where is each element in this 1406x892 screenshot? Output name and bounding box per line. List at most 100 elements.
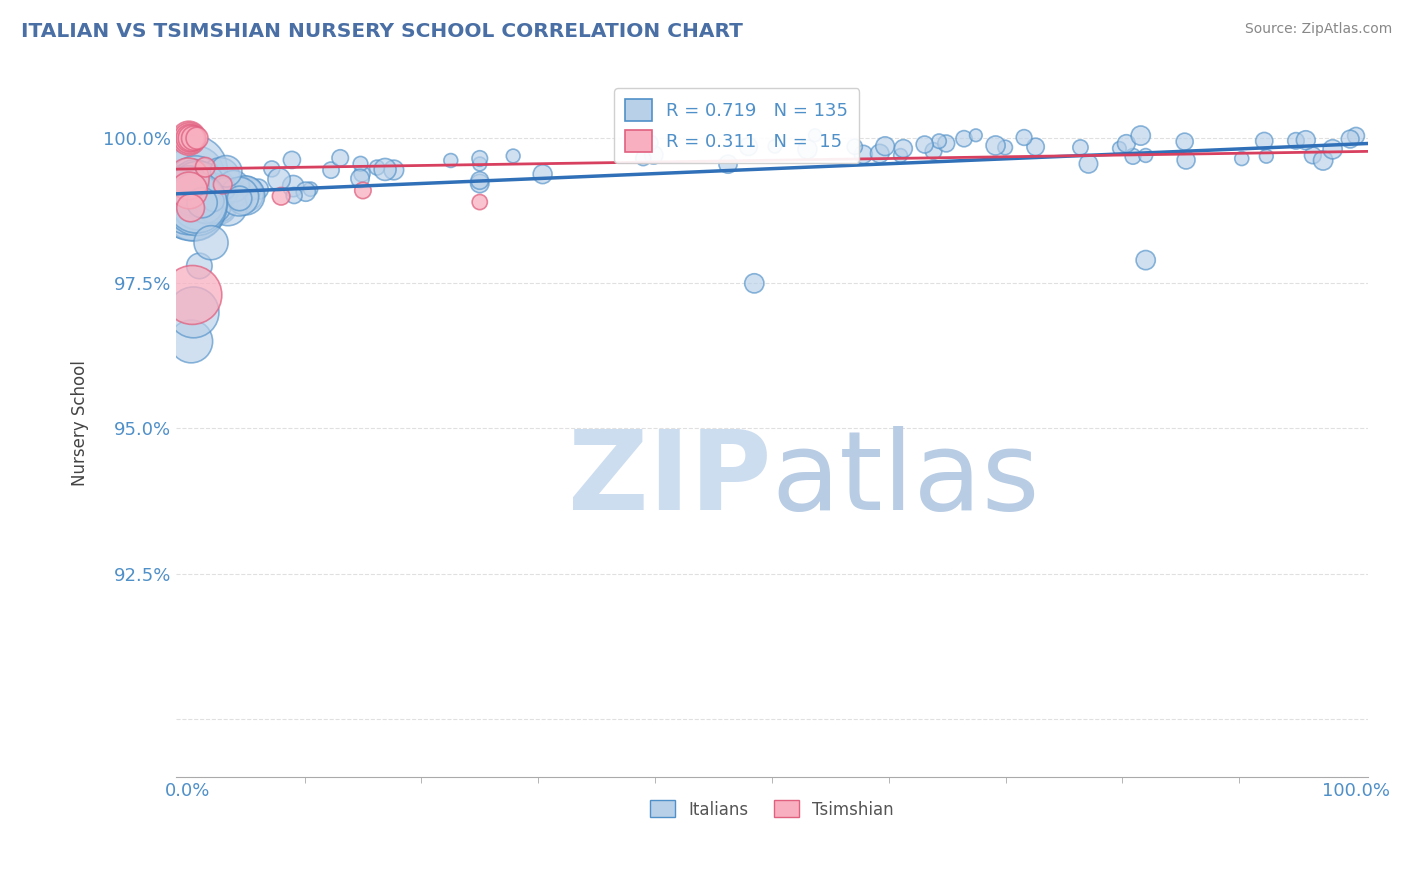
Point bbox=[640, 136, 662, 150]
Point bbox=[717, 157, 740, 171]
Point bbox=[267, 172, 290, 186]
Point bbox=[1069, 140, 1091, 154]
Point bbox=[1077, 157, 1099, 171]
Point bbox=[183, 186, 205, 200]
Point bbox=[186, 198, 208, 212]
Point bbox=[231, 194, 253, 208]
Point bbox=[852, 147, 875, 161]
Point bbox=[914, 137, 936, 152]
Point bbox=[202, 194, 225, 208]
Point bbox=[190, 186, 212, 201]
Point bbox=[180, 334, 202, 349]
Point bbox=[281, 153, 304, 167]
Point bbox=[214, 181, 236, 195]
Point bbox=[228, 191, 250, 205]
Point bbox=[366, 161, 388, 175]
Text: ZIP: ZIP bbox=[568, 425, 772, 533]
Point bbox=[209, 169, 232, 184]
Point bbox=[183, 305, 205, 319]
Point bbox=[208, 200, 231, 214]
Point bbox=[215, 187, 238, 202]
Point bbox=[208, 199, 231, 213]
Point bbox=[869, 146, 891, 161]
Point bbox=[283, 188, 305, 202]
Point bbox=[1285, 134, 1308, 148]
Point bbox=[350, 167, 373, 181]
Point bbox=[179, 183, 201, 197]
Point bbox=[184, 184, 207, 198]
Point bbox=[190, 185, 212, 199]
Point bbox=[1108, 141, 1130, 155]
Point bbox=[197, 206, 219, 220]
Point bbox=[890, 148, 912, 162]
Point bbox=[228, 189, 250, 203]
Point bbox=[217, 200, 239, 214]
Point bbox=[186, 131, 208, 145]
Point bbox=[349, 157, 371, 171]
Point bbox=[1253, 134, 1275, 148]
Point bbox=[329, 151, 352, 165]
Point bbox=[737, 139, 759, 153]
Point bbox=[928, 134, 950, 148]
Point bbox=[502, 149, 524, 163]
Point bbox=[1129, 128, 1152, 143]
Point bbox=[643, 148, 665, 162]
Point bbox=[187, 182, 209, 196]
Point bbox=[893, 142, 915, 156]
Point bbox=[188, 187, 211, 202]
Point bbox=[1295, 133, 1317, 147]
Point bbox=[177, 179, 200, 194]
Point bbox=[193, 194, 215, 209]
Text: atlas: atlas bbox=[772, 425, 1040, 533]
Point bbox=[188, 259, 211, 273]
Point bbox=[204, 183, 226, 197]
Point bbox=[184, 176, 207, 190]
Point bbox=[198, 186, 221, 201]
Point bbox=[953, 131, 976, 145]
Point bbox=[180, 194, 202, 208]
Point bbox=[531, 167, 554, 181]
Point bbox=[181, 200, 204, 214]
Point bbox=[235, 187, 257, 202]
Point bbox=[200, 235, 222, 250]
Point bbox=[183, 169, 205, 183]
Point bbox=[202, 182, 225, 196]
Point bbox=[188, 189, 211, 203]
Point bbox=[187, 195, 209, 210]
Point bbox=[468, 152, 491, 166]
Point bbox=[1012, 130, 1035, 145]
Point bbox=[922, 144, 945, 158]
Point bbox=[201, 181, 224, 195]
Point bbox=[633, 151, 655, 165]
Point bbox=[179, 131, 201, 145]
Point bbox=[1115, 136, 1137, 151]
Point bbox=[1256, 149, 1278, 163]
Point bbox=[177, 171, 200, 186]
Point bbox=[1122, 149, 1144, 163]
Point bbox=[183, 186, 205, 200]
Point bbox=[468, 195, 491, 210]
Point bbox=[177, 184, 200, 198]
Point bbox=[468, 173, 491, 187]
Point bbox=[319, 163, 342, 178]
Point bbox=[180, 131, 202, 145]
Point bbox=[233, 188, 256, 202]
Point bbox=[181, 162, 204, 177]
Point bbox=[935, 136, 957, 151]
Point bbox=[440, 153, 463, 168]
Point bbox=[179, 189, 201, 203]
Point bbox=[201, 178, 224, 192]
Point bbox=[184, 186, 207, 201]
Point bbox=[1312, 153, 1334, 168]
Point bbox=[875, 139, 897, 153]
Point bbox=[1025, 140, 1047, 154]
Point bbox=[1344, 128, 1367, 143]
Point bbox=[177, 131, 200, 145]
Point bbox=[804, 128, 827, 143]
Text: ITALIAN VS TSIMSHIAN NURSERY SCHOOL CORRELATION CHART: ITALIAN VS TSIMSHIAN NURSERY SCHOOL CORR… bbox=[21, 22, 742, 41]
Point bbox=[468, 177, 491, 191]
Point bbox=[1175, 153, 1198, 167]
Legend: Italians, Tsimshian: Italians, Tsimshian bbox=[644, 794, 900, 825]
Point bbox=[247, 182, 270, 196]
Point bbox=[1174, 135, 1197, 149]
